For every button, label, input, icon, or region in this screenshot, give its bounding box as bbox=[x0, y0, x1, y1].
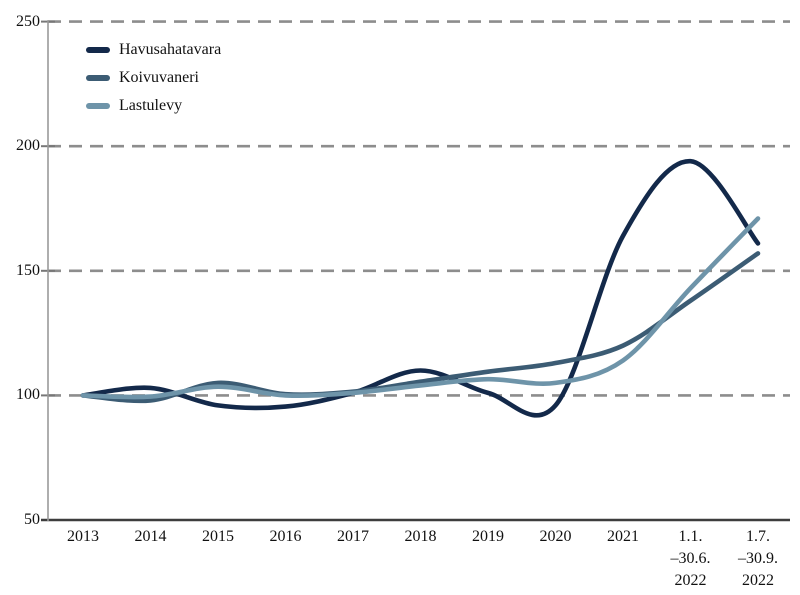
y-axis-label: 100 bbox=[16, 386, 40, 404]
legend-label: Havusahatavara bbox=[119, 41, 222, 58]
legend-color-swatch bbox=[86, 47, 110, 53]
x-axis-label: 1.7. –30.9. 2022 bbox=[738, 528, 778, 589]
legend-color-swatch bbox=[86, 75, 110, 81]
x-axis-label: 2013 bbox=[67, 528, 99, 545]
y-axis-label: 150 bbox=[16, 261, 40, 279]
x-axis-label: 2019 bbox=[472, 528, 504, 545]
legend-item: Koivuvaneri bbox=[86, 64, 221, 92]
y-axis-label: 50 bbox=[24, 511, 40, 528]
legend: Havusahatavara Koivuvaneri Lastulevy bbox=[86, 36, 221, 120]
y-axis-label: 250 bbox=[16, 12, 40, 30]
x-axis-label: 2020 bbox=[539, 528, 572, 545]
legend-item: Lastulevy bbox=[86, 92, 221, 120]
series-line-havusahatavara bbox=[80, 158, 761, 418]
x-axis-label: 2018 bbox=[404, 528, 437, 545]
x-axis-label: 2021 bbox=[607, 528, 639, 545]
legend-item: Havusahatavara bbox=[86, 36, 221, 64]
x-axis-label: 2017 bbox=[337, 528, 369, 545]
legend-label: Koivuvaneri bbox=[119, 69, 199, 86]
legend-label: Lastulevy bbox=[119, 97, 183, 114]
x-axis-label: 1.1. –30.6. 2022 bbox=[670, 528, 711, 589]
series-line-lastulevy bbox=[80, 216, 761, 400]
x-axis-label: 2014 bbox=[134, 528, 167, 545]
x-axis-label: 2015 bbox=[202, 528, 234, 545]
x-axis-label: 2016 bbox=[269, 528, 302, 545]
legend-color-swatch bbox=[86, 103, 110, 109]
y-axis-label: 200 bbox=[16, 137, 40, 155]
